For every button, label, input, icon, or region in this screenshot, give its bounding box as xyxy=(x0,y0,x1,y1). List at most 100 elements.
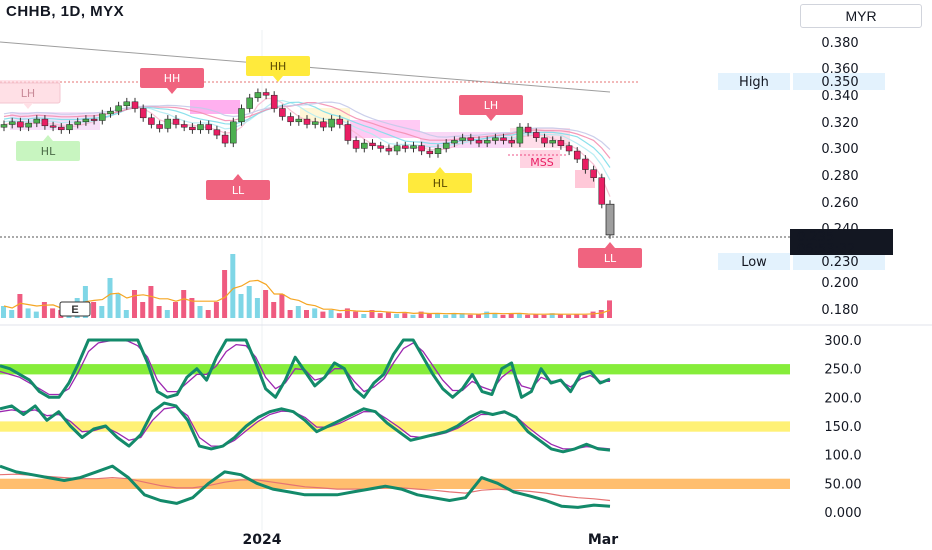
swing-label-hh: HH xyxy=(246,56,310,82)
x-tick-mar: Mar xyxy=(588,532,618,548)
volume-bar xyxy=(566,314,572,318)
high-label: High xyxy=(739,75,769,90)
volume-bar xyxy=(1,306,6,318)
volume-bar xyxy=(213,302,219,318)
volume-bar xyxy=(410,314,416,318)
swing-label-box xyxy=(459,95,523,115)
oscillator-tick: 50.00 xyxy=(824,477,861,492)
earnings-box xyxy=(59,301,91,317)
low-label-bg xyxy=(718,253,790,270)
swing-label-pointer xyxy=(486,115,496,121)
high-value: 0.350 xyxy=(821,75,858,90)
volume-bar xyxy=(50,308,56,318)
volume-bar xyxy=(443,314,449,318)
swing-label-text: HH xyxy=(164,72,181,85)
moving-average-line xyxy=(3,101,611,151)
candle-body xyxy=(139,108,147,119)
volume-bar xyxy=(336,313,342,318)
candle-body xyxy=(303,118,311,125)
oscillator-band xyxy=(0,421,790,432)
candle-body xyxy=(74,121,81,125)
candle-body xyxy=(172,118,180,125)
volume-bar xyxy=(99,306,105,318)
volume-bar xyxy=(607,300,612,318)
last-price-box xyxy=(790,229,893,255)
candle-body xyxy=(262,92,270,96)
oscillator-band xyxy=(0,478,790,489)
volume-bar xyxy=(320,311,326,318)
swing-label-box xyxy=(206,180,270,200)
volume-bar xyxy=(91,302,97,318)
candle-body xyxy=(451,140,458,144)
candle-body xyxy=(475,140,483,144)
swing-label-text: HH xyxy=(270,60,287,73)
candle-body xyxy=(33,118,41,124)
order-block-box xyxy=(190,100,240,114)
volume-bar xyxy=(426,314,432,318)
candle-body xyxy=(483,140,491,144)
volume-ma-line xyxy=(3,279,611,315)
swing-label-text: HL xyxy=(433,177,448,190)
candle-body xyxy=(221,134,229,144)
swing-label-pointer xyxy=(167,88,177,94)
volume-bar xyxy=(533,314,539,318)
candle-body xyxy=(385,148,393,152)
candle-body xyxy=(590,169,597,178)
oscillator-bands xyxy=(0,364,790,489)
volume-bar xyxy=(197,306,203,318)
swing-label-box xyxy=(408,173,472,193)
osc3-line xyxy=(0,464,611,509)
candle-body xyxy=(180,124,188,128)
oscillator-tick: 100.0 xyxy=(824,449,861,464)
candle-body xyxy=(99,113,106,121)
candle-body xyxy=(467,137,475,141)
price-tick: 0.280 xyxy=(821,169,858,184)
candle-body xyxy=(164,118,172,129)
swing-labels: LH HH HH LH HL LL HL LL xyxy=(0,56,642,268)
currency-button[interactable]: MYR xyxy=(800,4,922,28)
last-price-value: 0.235 xyxy=(797,230,834,245)
volume-bar xyxy=(230,254,236,318)
oscillator-tick: 200.0 xyxy=(824,391,861,406)
volume-bar xyxy=(328,310,334,318)
swing-label-ll: LL xyxy=(578,242,642,268)
high-label-bg xyxy=(718,73,790,90)
candle-body xyxy=(131,101,139,109)
candle-body xyxy=(508,140,515,144)
candle-body xyxy=(573,150,581,160)
volume-bar xyxy=(173,302,178,318)
candle-body xyxy=(336,118,344,125)
candle-body xyxy=(17,121,24,128)
price-tick: 0.320 xyxy=(821,116,858,131)
price-tick: 0.260 xyxy=(821,196,858,211)
price-tick: 0.380 xyxy=(821,36,858,51)
oscillator-tick: 0.000 xyxy=(824,506,861,521)
volume-bar xyxy=(574,314,580,318)
earnings-marker: E xyxy=(59,301,91,317)
volume-bar xyxy=(590,311,596,318)
swing-label-lh: LH xyxy=(459,95,523,121)
candle-body xyxy=(295,118,303,123)
volume-bars: E xyxy=(1,254,612,318)
volume-bar xyxy=(263,290,269,318)
volume-bar xyxy=(9,310,15,318)
candle-body xyxy=(107,110,114,115)
candle-body xyxy=(533,132,540,138)
swing-label-box xyxy=(578,248,642,268)
candle-body xyxy=(369,142,376,147)
volume-bar xyxy=(304,310,309,318)
volume-bar xyxy=(394,314,400,318)
swing-label-text: LL xyxy=(232,184,245,197)
volume-bar xyxy=(369,310,375,318)
price-axis[interactable]: 0.3800.3600.3400.3200.3000.2800.2600.240… xyxy=(821,36,861,521)
osc1-line xyxy=(0,338,611,399)
price-tick: 0.340 xyxy=(821,89,858,104)
candle-body xyxy=(156,124,163,129)
time-axis[interactable]: 2024 Mar xyxy=(243,532,619,548)
volume-bar xyxy=(500,314,506,318)
candle-body xyxy=(524,126,532,133)
volume-bar xyxy=(156,306,162,318)
price-tick: 0.300 xyxy=(821,142,858,157)
